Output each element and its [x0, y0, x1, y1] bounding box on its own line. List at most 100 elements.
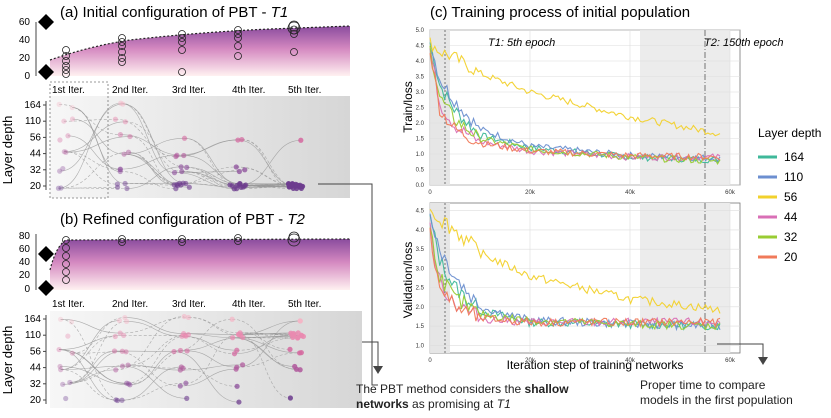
- population-link: [115, 118, 176, 157]
- x-tick-label: 60k: [725, 190, 736, 196]
- score-circle: [62, 268, 70, 276]
- x-tick-label: 40k: [625, 358, 636, 364]
- population-link: [240, 332, 290, 350]
- population-dot: [118, 100, 124, 106]
- y-tick-label: 2.0: [416, 305, 425, 311]
- y-tick-label: 2.5: [416, 106, 425, 112]
- shallow-annotation: The PBT method considers the shallow net…: [356, 382, 569, 411]
- population-link: [72, 107, 126, 184]
- population-dot: [117, 132, 124, 138]
- population-link: [122, 103, 186, 184]
- population-dot: [119, 363, 126, 369]
- population-dot: [297, 318, 303, 324]
- population-dot: [125, 149, 132, 155]
- population-link: [63, 118, 116, 122]
- population-link: [236, 352, 302, 368]
- iter-band-b: [50, 311, 362, 408]
- diamond-marker: [38, 280, 54, 296]
- population-link: [128, 151, 177, 185]
- population-link: [183, 367, 238, 387]
- y-tick-label: 4.5: [416, 209, 425, 215]
- score-curve-a: [49, 25, 351, 61]
- population-link: [60, 366, 130, 386]
- population-dot: [113, 397, 119, 403]
- layer-depth-tick: 110: [25, 116, 41, 127]
- population-link: [114, 350, 181, 387]
- score-circle: [178, 68, 186, 76]
- svg-text:0: 0: [24, 71, 30, 82]
- population-dot: [237, 181, 243, 187]
- top-a-circles: [62, 20, 301, 78]
- score-circle: [62, 57, 70, 65]
- t2-marker-label: T2: 150th epoch: [704, 37, 784, 49]
- score-circle: [62, 70, 70, 78]
- svg-text:40: 40: [19, 257, 31, 268]
- series-line-56: [429, 208, 721, 314]
- population-dot: [294, 335, 301, 341]
- population-link: [59, 335, 124, 350]
- score-circle: [62, 260, 70, 268]
- series-line-32: [429, 227, 721, 331]
- population-link: [122, 365, 184, 369]
- score-circle: [118, 238, 126, 246]
- svg-text:2nd Iter.: 2nd Iter.: [112, 85, 148, 96]
- population-link: [120, 102, 182, 172]
- diamond-marker: [38, 14, 54, 30]
- connector-shallow: [318, 183, 378, 386]
- population-link: [126, 335, 187, 384]
- population-dot: [181, 313, 187, 320]
- population-dot: [178, 164, 184, 170]
- population-dot: [58, 367, 64, 373]
- population-dot: [127, 382, 133, 388]
- score-circle: [178, 238, 186, 246]
- population-link: [72, 118, 125, 155]
- score-circle: [288, 20, 300, 32]
- score-circle: [234, 234, 242, 242]
- population-link: [120, 171, 176, 190]
- top-b-circles: [62, 231, 301, 284]
- population-link: [174, 351, 239, 403]
- svg-text:5th Iter.: 5th Iter.: [288, 85, 321, 96]
- population-dot: [285, 180, 292, 187]
- y-tick-label: 4.0: [416, 59, 425, 65]
- population-link: [60, 365, 123, 370]
- score-circle: [234, 30, 242, 38]
- x-axis-label: Iteration step of training networks: [507, 358, 684, 372]
- population-dot: [56, 101, 62, 107]
- population-dot: [242, 167, 248, 173]
- score-circle: [178, 46, 186, 54]
- population-dot: [177, 347, 184, 354]
- population-dot: [173, 186, 179, 192]
- val-loss-ylabel: Validation/loss: [401, 242, 415, 319]
- population-dot: [69, 104, 75, 111]
- layer-depth-tick: 32: [30, 379, 42, 390]
- score-circle: [62, 66, 70, 74]
- score-circle: [290, 30, 298, 38]
- svg-text:1st Iter.: 1st Iter.: [52, 85, 85, 96]
- svg-text:60: 60: [19, 244, 31, 255]
- population-dot: [287, 346, 293, 352]
- population-dot: [61, 118, 67, 124]
- layer-depth-tick: 32: [30, 165, 42, 176]
- score-curve-b: [49, 238, 351, 271]
- population-dot: [121, 151, 127, 157]
- population-dot: [125, 362, 131, 368]
- population-link: [129, 136, 178, 186]
- legend-label: 44: [784, 210, 798, 224]
- score-circle: [178, 30, 186, 38]
- population-link: [187, 350, 237, 368]
- population-link: [72, 317, 125, 354]
- population-dot: [122, 180, 128, 187]
- population-dot: [183, 380, 189, 386]
- population-dot: [234, 347, 240, 353]
- population-dot: [243, 182, 249, 188]
- population-dot: [235, 137, 241, 143]
- series-line-56: [429, 37, 721, 137]
- connector-shallow-b: [362, 341, 379, 372]
- population-link: [180, 368, 237, 387]
- y-tick-label: 1.0: [416, 152, 425, 158]
- y-tick-label: 1.5: [416, 137, 425, 143]
- population-dot: [69, 350, 75, 356]
- population-link: [60, 319, 121, 334]
